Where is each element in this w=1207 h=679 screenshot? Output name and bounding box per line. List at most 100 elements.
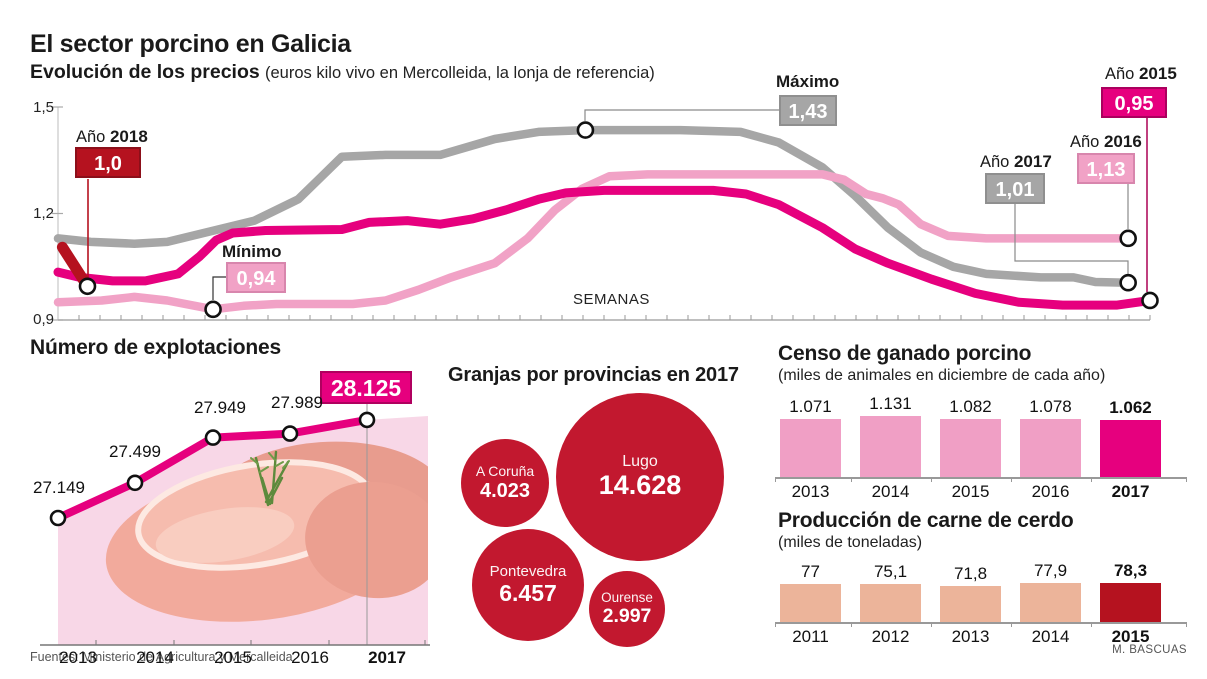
censo-axis-tick xyxy=(1186,477,1187,482)
explotaciones-highlight-value: 28.125 xyxy=(320,371,412,404)
annotation-max-label: Máximo xyxy=(776,72,840,91)
produccion-axis xyxy=(775,622,1187,624)
censo-bar-2015 xyxy=(940,419,1001,477)
bubble-value: 2.997 xyxy=(602,604,652,627)
produccion-bar-2012 xyxy=(860,584,921,622)
produccion-value-2014: 77,9 xyxy=(1033,561,1068,580)
price-chart-title: Evolución de los precios (euros kilo viv… xyxy=(30,61,655,84)
produccion-year-2014: 2014 xyxy=(1031,627,1070,646)
censo-value-2014: 1.131 xyxy=(869,394,912,413)
censo-axis-tick xyxy=(1091,477,1092,482)
bubble-name: Pontevedra xyxy=(489,563,567,581)
bubble-name: Lugo xyxy=(622,453,658,471)
annotation-2016-label: Año 2016 xyxy=(1070,132,1142,152)
expl-marker-2016 xyxy=(281,425,299,442)
bubble-value: 14.628 xyxy=(598,469,682,500)
x-axis-label: SEMANAS xyxy=(573,291,650,308)
marker-2016-0 xyxy=(204,300,222,319)
marker-2015-5 xyxy=(1141,291,1159,310)
annotation-max-value: 1,43 xyxy=(779,95,837,126)
censo-axis-tick xyxy=(851,477,852,482)
produccion-value-2012: 75,1 xyxy=(873,562,908,581)
produccion-value-2013: 71,8 xyxy=(953,564,988,583)
annotation-min-value: 0,94 xyxy=(226,262,286,293)
expl-year-2017: 2017 xyxy=(368,648,406,667)
connector-max xyxy=(584,109,779,121)
annotation-2018-year: 2018 xyxy=(109,127,148,146)
produccion-axis-tick xyxy=(1091,622,1092,627)
censo-value-2016: 1.078 xyxy=(1029,397,1072,416)
censo-year-2015: 2015 xyxy=(951,482,990,501)
granjas-title: Granjas por provincias en 2017 xyxy=(448,364,739,386)
expl-marker-2013 xyxy=(49,509,67,527)
expl-value-2013: 27.149 xyxy=(33,478,85,497)
expl-year-2013: 2013 xyxy=(59,648,97,667)
price-line-2017 xyxy=(53,125,1133,287)
bubble-name: Ourense xyxy=(601,589,653,605)
marker-2016-3 xyxy=(1119,229,1137,248)
bubble-value: 4.023 xyxy=(479,479,531,502)
annotation-2016-value: 1,13 xyxy=(1077,153,1135,184)
censo-value-2013: 1.071 xyxy=(789,397,832,416)
annotation-2017-label: Año 2017 xyxy=(980,152,1052,172)
annotation-2018-value: 1,0 xyxy=(75,147,141,178)
bubble-name: A Coruña xyxy=(475,463,535,480)
rosemary-sprig xyxy=(254,450,290,507)
produccion-title: Producción de carne de cerdo xyxy=(778,509,1074,532)
price-chart-title-note: (euros kilo vivo en Mercolleida, la lonj… xyxy=(265,64,655,82)
produccion-axis-tick xyxy=(775,622,776,627)
author-credit: M. BASCUAS xyxy=(1112,644,1187,656)
expl-year-2014: 2014 xyxy=(136,648,174,667)
censo-value-2017: 1.062 xyxy=(1109,398,1152,417)
annotation-2017-prefix: Año xyxy=(980,153,1010,171)
marker-2017-4 xyxy=(1119,273,1137,292)
annotation-2015-prefix: Año xyxy=(1105,65,1135,83)
censo-bar-2016 xyxy=(1020,419,1081,477)
connector-min xyxy=(212,276,226,300)
censo-axis-tick xyxy=(1011,477,1012,482)
produccion-year-2012: 2012 xyxy=(871,627,910,646)
marker-2018-2 xyxy=(78,277,97,296)
censo-year-2013: 2013 xyxy=(791,482,830,501)
censo-title: Censo de ganado porcino xyxy=(778,342,1032,365)
page-title: El sector porcino en Galicia xyxy=(30,30,351,58)
y-tick-1-2: 1,2 xyxy=(33,205,54,222)
price-line-2015 xyxy=(53,185,1155,310)
annotation-min-label: Mínimo xyxy=(222,242,282,261)
expl-value-2016: 27.989 xyxy=(271,393,323,412)
censo-axis xyxy=(775,477,1187,479)
expl-value-2015: 27.949 xyxy=(194,398,246,417)
connector-2017 xyxy=(1014,204,1129,274)
expl-value-2014: 27.499 xyxy=(109,442,161,461)
produccion-value-2015: 78,3 xyxy=(1113,561,1148,580)
annotation-2018-prefix: Año xyxy=(76,128,106,146)
censo-axis-tick xyxy=(931,477,932,482)
produccion-year-2015: 2015 xyxy=(1111,627,1150,646)
rosemary-needles xyxy=(250,452,290,473)
produccion-year-2011: 2011 xyxy=(792,627,829,646)
censo-year-2014: 2014 xyxy=(871,482,910,501)
censo-year-2017: 2017 xyxy=(1111,482,1150,501)
expl-marker-2017 xyxy=(358,411,376,429)
meat-slice-right xyxy=(305,481,428,599)
price-line-chart xyxy=(52,106,1159,321)
bubble-pontevedra: Pontevedra 6.457 xyxy=(472,529,584,641)
expl-marker-2015 xyxy=(204,429,222,446)
censo-bar-2017 xyxy=(1100,420,1161,477)
meat-marbling xyxy=(155,507,295,563)
price-chart-title-bold: Evolución de los precios xyxy=(30,61,260,83)
expl-year-2015: 2015 xyxy=(214,648,252,667)
bubble-value: 6.457 xyxy=(499,579,557,606)
explotaciones-area-chart xyxy=(40,403,430,646)
sources-note: Fuentes: Ministerio de Agricultura y Mer… xyxy=(30,650,293,664)
produccion-bar-2011 xyxy=(780,584,841,623)
annotation-2015-label: Año 2015 xyxy=(1105,64,1177,84)
meat-photo xyxy=(105,441,428,622)
annotation-2015-value: 0,95 xyxy=(1101,87,1167,118)
expl-year-2016: 2016 xyxy=(291,648,329,667)
censo-subtitle: (miles de animales en diciembre de cada … xyxy=(778,367,1106,384)
annotation-2018-label: Año 2018 xyxy=(76,127,148,147)
bubble-a-coruña: A Coruña 4.023 xyxy=(461,439,549,527)
annotation-2016-prefix: Año xyxy=(1070,133,1100,151)
